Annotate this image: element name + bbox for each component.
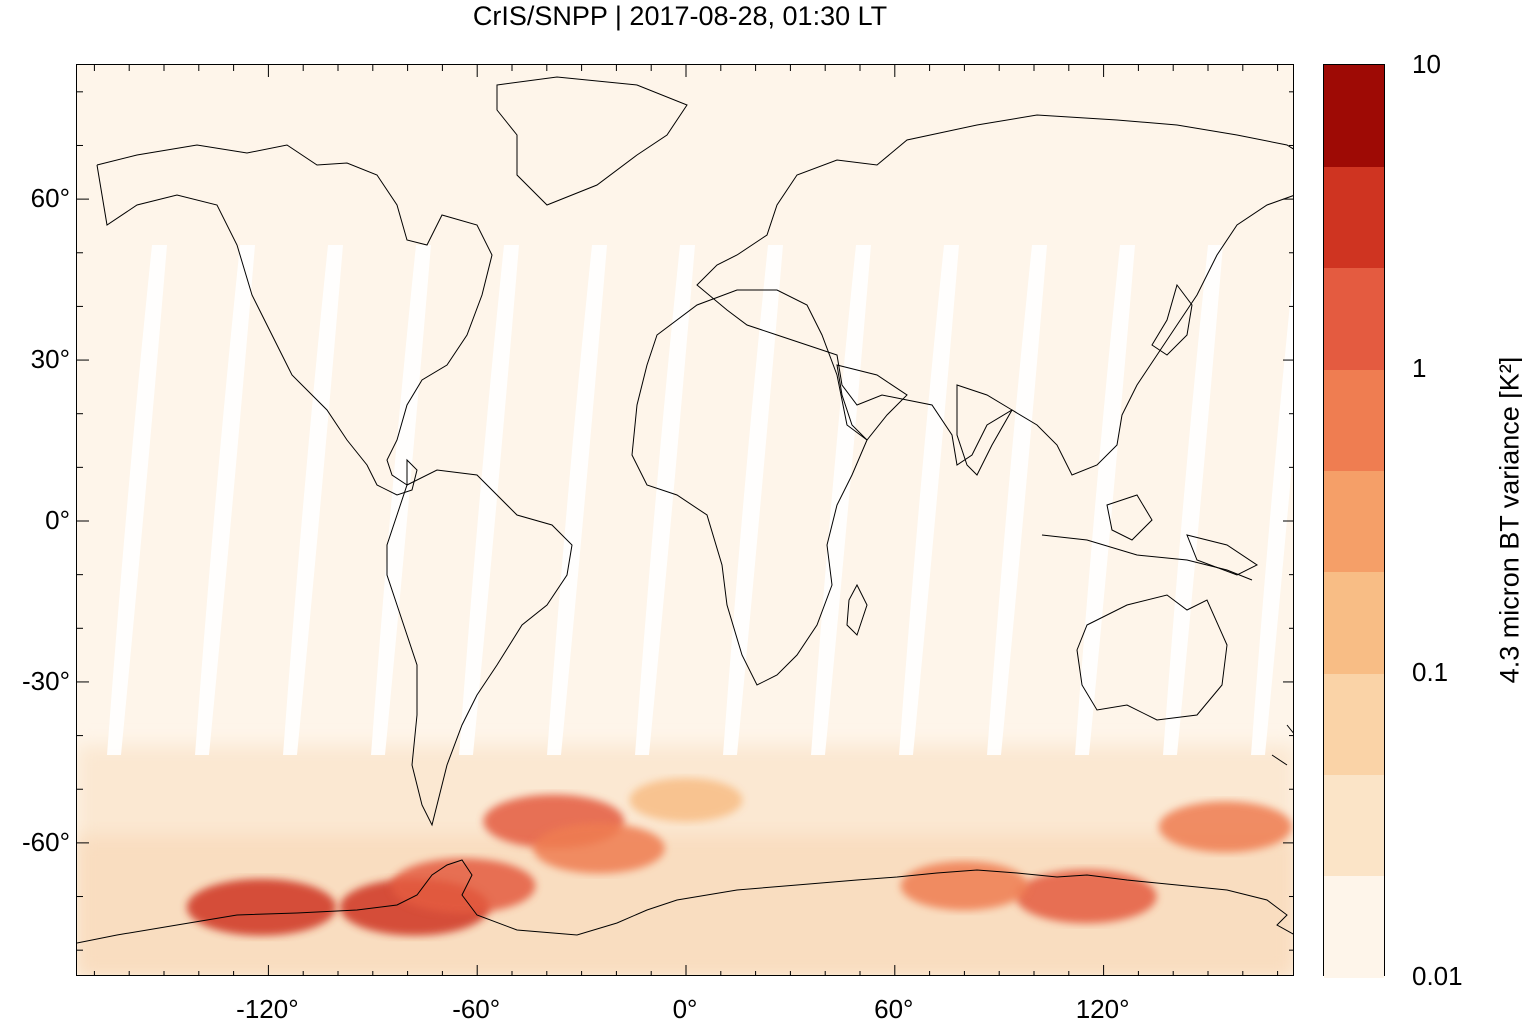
coast-borneo [1107,495,1152,540]
orbit-gap [811,245,871,755]
coast-japan [1152,285,1192,355]
y-tick-label: -60° [0,827,70,857]
wave-anomaly [901,861,1029,910]
map-plot-area [76,64,1294,976]
orbit-gap [987,245,1047,755]
coast-indonesia [1042,535,1252,580]
colorbar-label: 0.01 [1412,961,1463,991]
wave-anomaly [533,823,665,873]
colorbar-segment [1324,65,1384,167]
orbit-gap [283,245,343,755]
wave-anomaly [1159,801,1292,852]
colorbar-segment [1324,572,1384,674]
orbit-gap [635,245,695,755]
orbit-gap [195,245,255,755]
y-tick-label: 30° [0,344,70,374]
y-tick-label: -30° [0,666,70,696]
colorbar-segment [1324,470,1384,572]
orbit-gap [723,245,783,755]
colorbar-title: 4.3 micron BT variance [K²] [1495,357,1522,684]
coast-madagascar [847,585,867,635]
y-tick-label: 0° [0,505,70,535]
map-title: CrIS/SNPP | 2017-08-28, 01:30 LT [0,0,1360,32]
colorbar-segment [1324,166,1384,268]
y-tick-label: 60° [0,183,70,213]
colorbar-segment [1324,673,1384,775]
colorbar-label: 0.1 [1412,657,1448,687]
colorbar-label: 1 [1412,353,1426,383]
wave-anomaly [187,879,336,936]
orbit-gap [899,245,959,755]
wave-anomaly [630,778,743,822]
coast-new-guinea [1187,535,1257,575]
colorbar-segment [1324,774,1384,876]
orbit-gap [547,245,607,755]
colorbar-segment [1324,268,1384,370]
orbit-gap [371,245,431,755]
colorbar [1323,64,1385,976]
colorbar-segment [1324,876,1384,978]
map-svg [77,65,1294,976]
orbit-gap [459,245,519,755]
colorbar-label: 10 [1412,49,1441,79]
orbit-gaps [107,245,1294,755]
orbit-gap [107,245,167,755]
wave-anomaly [391,858,535,913]
wave-anomaly [1016,870,1157,924]
orbit-gap [1075,245,1135,755]
orbit-gap [1163,245,1223,755]
orbit-gap [1251,245,1294,755]
colorbar-segment [1324,369,1384,471]
coast-greenland [497,77,687,205]
